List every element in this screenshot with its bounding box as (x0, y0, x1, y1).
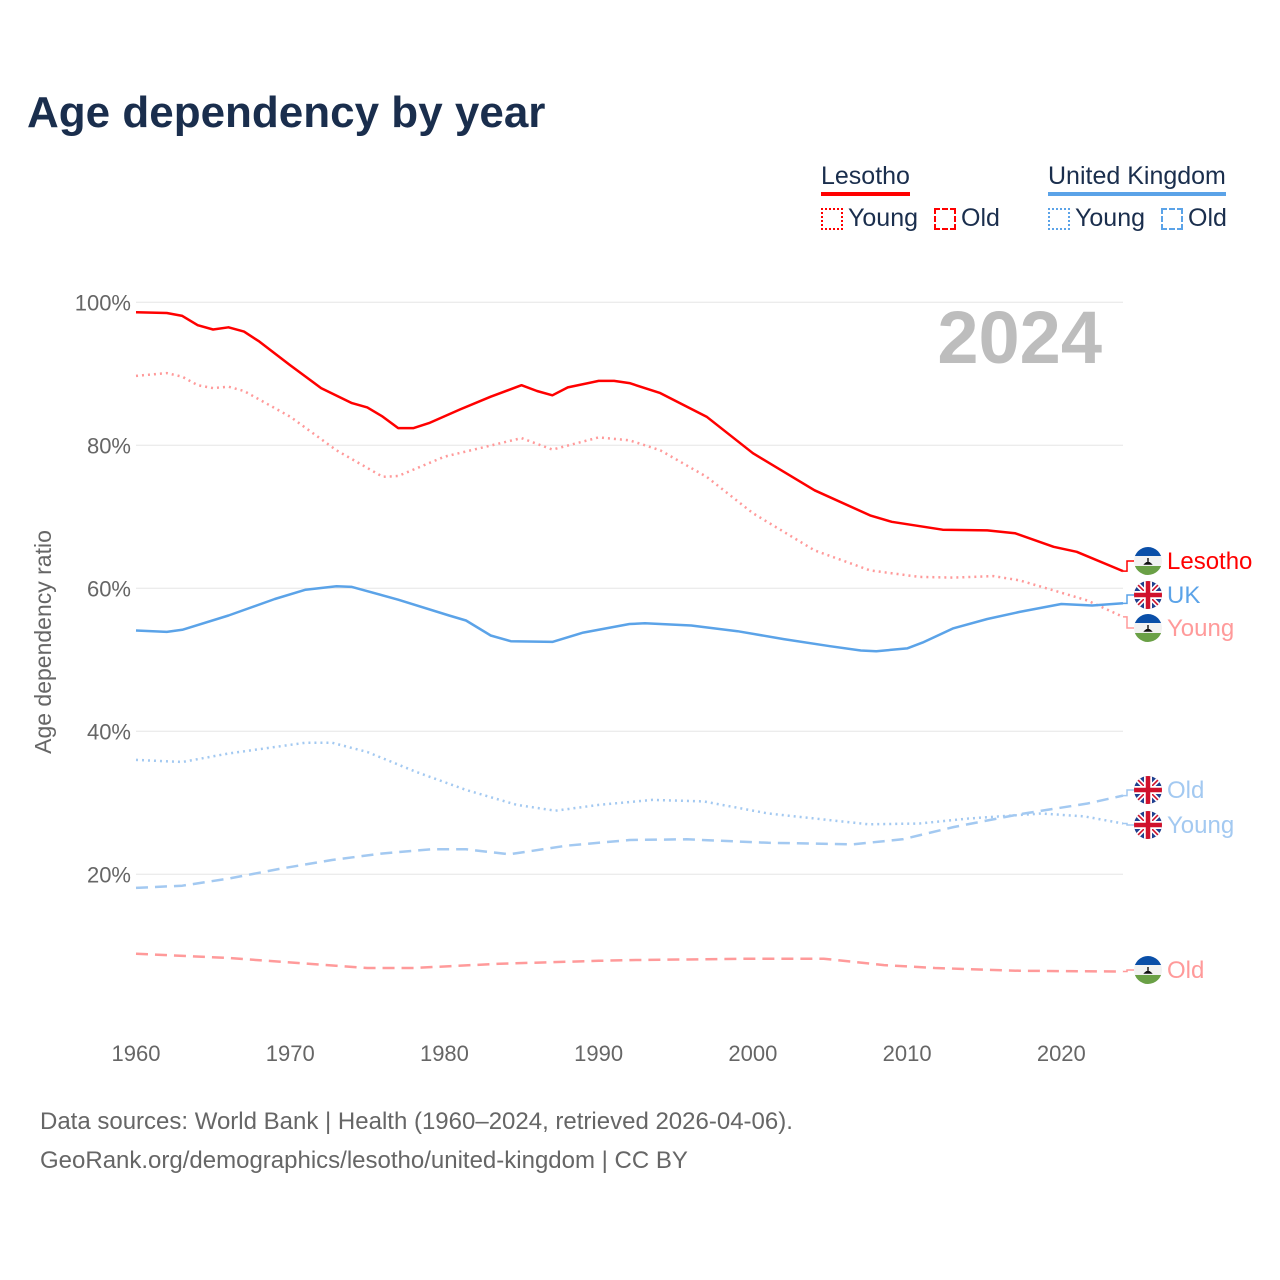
end-label: Lesotho (1167, 548, 1252, 575)
end-label: UK (1167, 582, 1200, 609)
x-tick-label: 1960 (112, 1041, 161, 1066)
legend-uk: United Kingdom Young Old (1048, 162, 1227, 233)
end-label: Old (1167, 777, 1204, 804)
legend-label: Old (1188, 204, 1227, 232)
uk-flag-icon (1134, 811, 1162, 839)
label-connector (1123, 969, 1134, 973)
y-tick-label: 60% (87, 576, 131, 601)
dashed-swatch-icon (934, 207, 956, 230)
legend-item-lesotho-old: Old (934, 204, 1000, 233)
series-line-lesotho-old (135, 952, 1124, 973)
x-tick-label: 2020 (1037, 1041, 1086, 1066)
end-label: Young (1167, 812, 1234, 839)
label-connector (1123, 594, 1134, 605)
dotted-swatch-icon (821, 207, 843, 230)
end-label: Old (1167, 957, 1204, 984)
legend-country-lesotho: Lesotho (821, 162, 910, 196)
label-connector (1123, 616, 1134, 629)
chart-title: Age dependency by year (27, 88, 546, 137)
lesotho-flag-icon (1134, 547, 1162, 575)
legend-item-uk-old: Old (1161, 204, 1227, 233)
lesotho-flag-icon (1134, 614, 1162, 642)
y-tick-label: 40% (87, 719, 131, 744)
uk-flag-icon (1134, 581, 1162, 609)
end-label: Young (1167, 615, 1234, 642)
year-watermark: 2024 (937, 296, 1102, 379)
x-tick-label: 1990 (574, 1041, 623, 1066)
y-tick-label: 20% (87, 862, 131, 887)
legend-lesotho: Lesotho Young Old (821, 162, 1000, 233)
x-tick-label: 1980 (420, 1041, 469, 1066)
legend-country-uk: United Kingdom (1048, 162, 1226, 196)
footer-sources: Data sources: World Bank | Health (1960–… (40, 1108, 793, 1135)
x-tick-label: 1970 (266, 1041, 315, 1066)
series-line-uk-young (135, 741, 1124, 826)
legend-label: Young (1075, 204, 1145, 232)
series-line-lesotho-young (135, 371, 1124, 619)
series-line-uk (135, 584, 1124, 653)
x-tick-label: 2000 (728, 1041, 777, 1066)
y-tick-label: 100% (75, 290, 131, 315)
footer-link[interactable]: GeoRank.org/demographics/lesotho/united-… (40, 1147, 688, 1174)
lesotho-flag-icon (1134, 956, 1162, 984)
dashed-swatch-icon (1161, 207, 1183, 230)
uk-flag-icon (1134, 776, 1162, 804)
series-line-uk-old (135, 794, 1124, 890)
legend-item-uk-young: Young (1048, 204, 1145, 233)
legend-label: Young (848, 204, 918, 232)
label-connector (1123, 822, 1134, 826)
dotted-swatch-icon (1048, 207, 1070, 230)
y-tick-label: 80% (87, 433, 131, 458)
legend-label: Old (961, 204, 1000, 232)
y-axis-label: Age dependency ratio (30, 530, 56, 754)
label-connector (1123, 560, 1134, 572)
legend-item-lesotho-young: Young (821, 204, 918, 233)
x-tick-label: 2010 (883, 1041, 932, 1066)
series-line-lesotho (135, 311, 1124, 573)
label-connector (1123, 789, 1134, 797)
